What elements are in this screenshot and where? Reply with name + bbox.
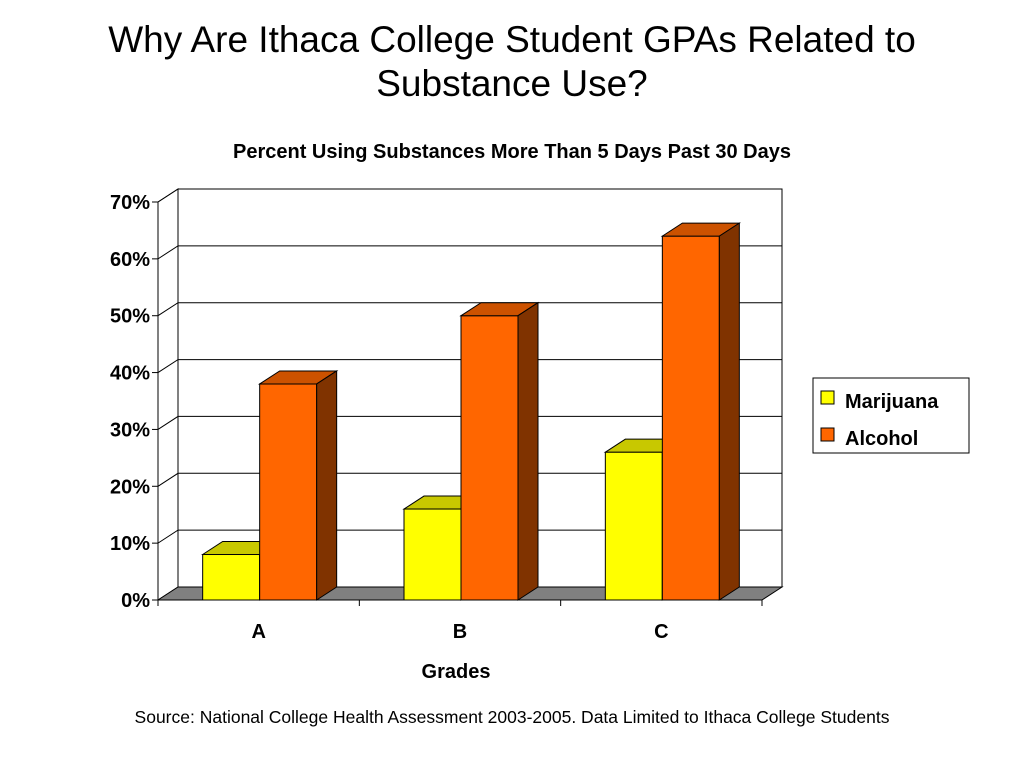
legend-swatch-marijuana bbox=[820, 390, 835, 405]
legend-swatch-alcohol bbox=[820, 427, 835, 442]
chart-title: Percent Using Substances More Than 5 Day… bbox=[233, 141, 791, 163]
side-wall bbox=[157, 188, 179, 601]
slide-title: Why Are Ithaca College Student GPAs Rela… bbox=[0, 18, 1024, 106]
bar-marijuana-A bbox=[202, 554, 261, 601]
bar-chart: Percent Using Substances More Than 5 Day… bbox=[110, 141, 970, 683]
gridline bbox=[157, 245, 782, 260]
y-tick-label: 0% bbox=[121, 590, 150, 612]
legend-label-alcohol: Alcohol bbox=[845, 428, 918, 450]
legend: Marijuana Alcohol bbox=[812, 377, 970, 454]
x-tick-label-A: A bbox=[251, 621, 265, 643]
gridline bbox=[157, 472, 782, 487]
slide-title-line-1: Why Are Ithaca College Student GPAs Rela… bbox=[108, 19, 916, 60]
source-note: Source: National College Health Assessme… bbox=[134, 707, 890, 727]
gridline bbox=[157, 415, 782, 430]
y-tick-label: 20% bbox=[110, 476, 150, 498]
gridline bbox=[157, 188, 782, 203]
gridline bbox=[157, 302, 782, 317]
gridline bbox=[157, 359, 782, 373]
bar-alcohol-C bbox=[661, 235, 720, 601]
x-axis-label: Grades bbox=[422, 661, 491, 683]
x-tick-label-B: B bbox=[453, 621, 467, 643]
y-tick-label: 50% bbox=[110, 306, 150, 328]
bar-side-alcohol-C bbox=[718, 222, 740, 601]
gridline bbox=[157, 529, 782, 544]
bar-side-alcohol-B bbox=[517, 301, 539, 601]
plot-area: 0% 10% 20% 30% 40% 50% 60% 70% A B C bbox=[110, 188, 784, 643]
y-tick-label: 30% bbox=[110, 419, 150, 441]
bar-marijuana-B bbox=[403, 508, 462, 601]
bar-side-alcohol-A bbox=[316, 370, 338, 601]
slide-title-line-2: Substance Use? bbox=[376, 63, 648, 104]
x-tick-label-C: C bbox=[654, 621, 668, 643]
bar-marijuana-C bbox=[604, 451, 663, 601]
legend-box bbox=[812, 377, 970, 454]
y-tick-label: 10% bbox=[110, 533, 150, 555]
bar-alcohol-A bbox=[259, 383, 318, 601]
legend-label-marijuana: Marijuana bbox=[845, 391, 939, 413]
y-tick-label: 70% bbox=[110, 192, 150, 214]
y-tick-label: 60% bbox=[110, 249, 150, 271]
y-tick-label: 40% bbox=[110, 363, 150, 385]
bar-alcohol-B bbox=[460, 315, 519, 601]
